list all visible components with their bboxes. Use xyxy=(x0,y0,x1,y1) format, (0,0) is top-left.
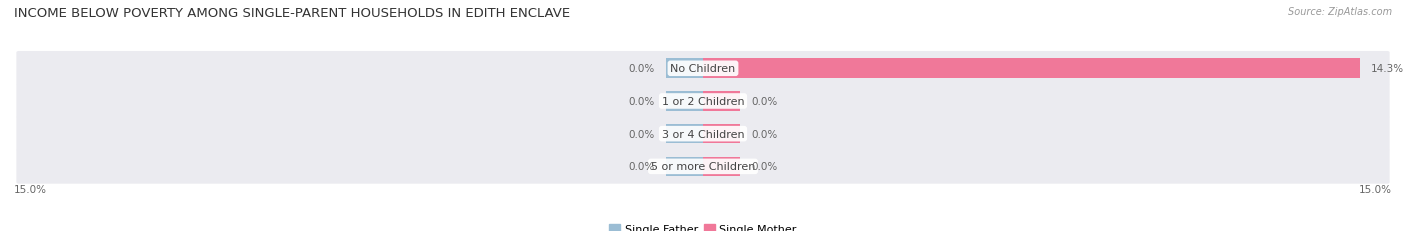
Text: 0.0%: 0.0% xyxy=(751,162,778,172)
Bar xyxy=(703,124,740,144)
Text: 0.0%: 0.0% xyxy=(628,97,655,106)
Bar xyxy=(666,59,703,79)
Text: 3 or 4 Children: 3 or 4 Children xyxy=(662,129,744,139)
Text: 1 or 2 Children: 1 or 2 Children xyxy=(662,97,744,106)
FancyBboxPatch shape xyxy=(17,84,1389,119)
Text: Source: ZipAtlas.com: Source: ZipAtlas.com xyxy=(1288,7,1392,17)
Text: No Children: No Children xyxy=(671,64,735,74)
Text: 0.0%: 0.0% xyxy=(628,129,655,139)
FancyBboxPatch shape xyxy=(17,52,1389,86)
Text: 5 or more Children: 5 or more Children xyxy=(651,162,755,172)
Bar xyxy=(703,92,740,111)
Text: 14.3%: 14.3% xyxy=(1371,64,1405,74)
Text: 15.0%: 15.0% xyxy=(1360,184,1392,194)
FancyBboxPatch shape xyxy=(17,117,1389,151)
Text: 0.0%: 0.0% xyxy=(628,64,655,74)
Text: INCOME BELOW POVERTY AMONG SINGLE-PARENT HOUSEHOLDS IN EDITH ENCLAVE: INCOME BELOW POVERTY AMONG SINGLE-PARENT… xyxy=(14,7,571,20)
Bar xyxy=(703,157,740,176)
Bar xyxy=(666,157,703,176)
Legend: Single Father, Single Mother: Single Father, Single Mother xyxy=(605,219,801,231)
Bar xyxy=(666,92,703,111)
Text: 15.0%: 15.0% xyxy=(14,184,46,194)
Bar xyxy=(666,124,703,144)
Text: 0.0%: 0.0% xyxy=(628,162,655,172)
Text: 0.0%: 0.0% xyxy=(751,97,778,106)
Bar xyxy=(703,59,1360,79)
Text: 0.0%: 0.0% xyxy=(751,129,778,139)
FancyBboxPatch shape xyxy=(17,149,1389,184)
